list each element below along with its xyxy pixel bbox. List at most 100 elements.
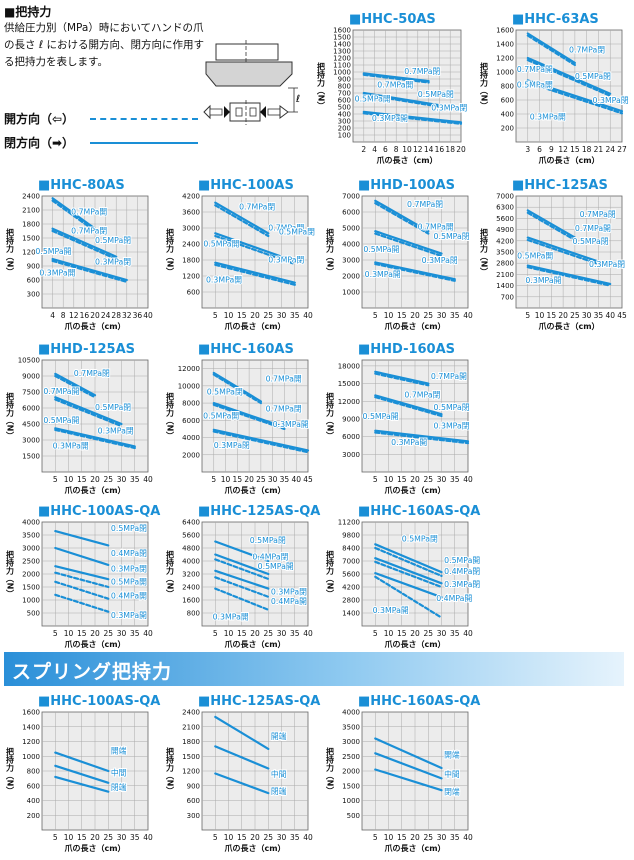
x-tick-label: 40	[143, 475, 153, 484]
series-line	[214, 204, 270, 238]
series-label: 0.3MPa閉	[111, 564, 147, 573]
x-axis-label: 爪の長さ（cm）	[64, 639, 125, 649]
series-line	[214, 234, 296, 266]
x-tick-label: 30	[117, 475, 127, 484]
chart-hhc-160as: ■HHC-160AS 5 10 15 20 25 30 35 40 45 2000 4000 6000 8…	[166, 342, 313, 495]
series-label: 0.3MPa閉	[589, 260, 625, 269]
y-tick-label: 4500	[22, 421, 40, 429]
series-label: 0.3MPa開	[53, 442, 89, 451]
y-tick-label: 200	[338, 125, 351, 133]
series-label: 0.7MPa閉	[239, 202, 275, 211]
y-tick-label: 2100	[22, 207, 40, 215]
y-tick-label: 600	[338, 97, 351, 105]
y-tick-label: 700	[501, 293, 514, 301]
series-line	[374, 752, 443, 780]
series-label: 0.5MPa閉	[207, 387, 243, 396]
y-tick-label: 5000	[342, 225, 360, 233]
series-line	[214, 232, 296, 263]
y-tick-label: 2400	[182, 584, 200, 592]
series-line	[374, 557, 443, 585]
series-line	[374, 370, 430, 385]
series-line	[212, 401, 286, 429]
x-tick-label: 4	[50, 311, 55, 320]
y-axis-label: 把持力（N）	[6, 747, 15, 795]
x-tick-label: 45	[303, 475, 313, 484]
y-tick-label: 4000	[182, 558, 200, 566]
y-axis-label: 把持力（N）	[326, 228, 335, 276]
x-tick-label: 15	[397, 311, 407, 320]
y-tick-label: 2100	[496, 271, 514, 279]
chart-spring-hhc-100as-qa: ■HHC-100AS-QA 5 10 15 20 25 30 35 40 200 400 600 800…	[6, 694, 161, 853]
y-tick-label: 1500	[22, 453, 40, 461]
x-tick-label: 20	[456, 145, 466, 154]
y-tick-label: 4000	[342, 709, 360, 717]
x-tick-label: 40	[143, 833, 153, 842]
x-tick-label: 20	[250, 833, 260, 842]
x-tick-label: 30	[437, 311, 447, 320]
series-label: 0.7MPa閉	[407, 200, 443, 209]
y-tick-label: 10000	[178, 382, 200, 390]
series-line	[214, 558, 270, 581]
series-line	[54, 571, 110, 589]
x-tick-label: 25	[423, 311, 433, 320]
series-label: 0.5MPa閉	[95, 236, 131, 245]
series-line	[214, 576, 270, 598]
x-tick-label: 10	[384, 629, 394, 638]
x-tick-label: 10	[224, 311, 234, 320]
x-tick-label: 30	[117, 833, 127, 842]
y-tick-label: 1000	[333, 69, 351, 77]
section-title: ■把持力	[4, 5, 52, 19]
x-tick-label: 40	[303, 833, 313, 842]
x-tick-label: 10	[384, 475, 394, 484]
series-label: 0.3MPa閉	[98, 427, 134, 436]
series-label: 0.7MPa閉	[404, 391, 440, 400]
series-label: 0.7MPa閉	[71, 226, 107, 235]
x-tick-label: 10	[535, 311, 545, 320]
y-tick-label: 8400	[342, 545, 360, 553]
y-tick-label: 12000	[338, 398, 360, 406]
series-line	[374, 431, 470, 445]
x-tick-label: 20	[410, 833, 420, 842]
x-axis-label: 爪の長さ（cm）	[384, 639, 445, 649]
y-tick-label: 3600	[182, 209, 200, 217]
y-axis-label: 把持力（N）	[317, 62, 326, 110]
legend-close-line	[90, 142, 198, 144]
y-tick-label: 4200	[496, 237, 514, 245]
y-tick-label: 1200	[333, 55, 351, 63]
y-axis-label: 把持力（N）	[6, 392, 15, 440]
chart-title: ■HHD-160AS	[358, 342, 455, 357]
x-tick-label: 20	[558, 311, 568, 320]
series-label: 0.5MPa開	[203, 412, 239, 421]
chart-title: ■HHD-125AS	[38, 342, 135, 357]
chart-title: ■HHC-125AS-QA	[198, 504, 320, 519]
series-line	[54, 580, 110, 600]
y-tick-label: 1500	[22, 584, 40, 592]
series-line	[526, 58, 612, 97]
series-line	[526, 34, 577, 67]
x-axis-label: 爪の長さ（cm）	[384, 321, 445, 331]
x-tick-label: 30	[277, 833, 287, 842]
series-label: 0.5MPa閉	[434, 403, 470, 412]
y-tick-label: 3200	[182, 571, 200, 579]
x-tick-label: 10	[221, 475, 231, 484]
x-tick-label: 15	[77, 475, 87, 484]
y-tick-label: 1400	[22, 723, 40, 731]
x-tick-label: 30	[582, 311, 592, 320]
x-axis-label: 爪の長さ（cm）	[384, 843, 445, 853]
series-line	[374, 546, 443, 578]
y-tick-label: 1500	[333, 34, 351, 42]
x-tick-label: 30	[277, 311, 287, 320]
y-tick-label: 1400	[496, 282, 514, 290]
y-tick-label: 3000	[342, 257, 360, 265]
chart-hhc-160as-qa: ■HHC-160AS-QA 5 10 15 20 25 30 35 40 1400 2800 4200…	[326, 504, 482, 649]
series-line	[526, 236, 600, 263]
series-line	[374, 232, 443, 258]
y-tick-label: 7000	[342, 558, 360, 566]
series-line	[374, 199, 430, 233]
x-tick-label: 10	[384, 311, 394, 320]
series-label: 0.7MPa開	[377, 80, 413, 89]
y-tick-label: 1400	[342, 610, 360, 618]
x-tick-label: 35	[130, 475, 140, 484]
legend-open-line	[90, 118, 198, 120]
y-tick-label: 300	[187, 812, 200, 820]
